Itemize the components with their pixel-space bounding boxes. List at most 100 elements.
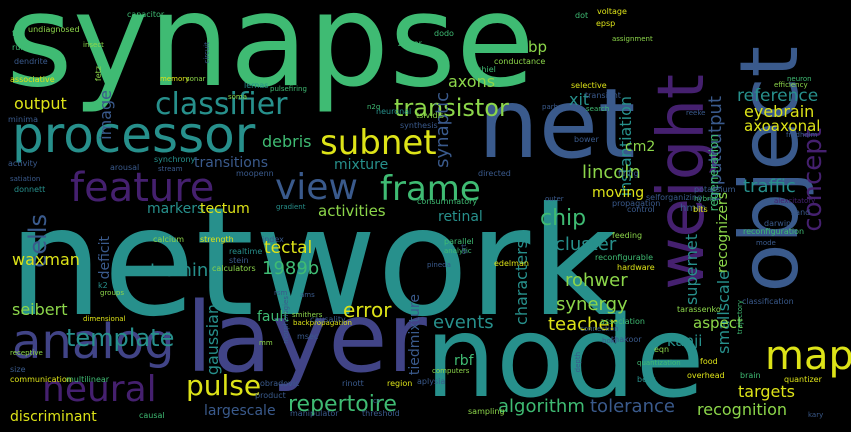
word: moving xyxy=(592,185,645,201)
word: synthesis xyxy=(400,121,438,130)
word: pulse xyxy=(186,369,262,402)
word: recognition xyxy=(697,400,788,419)
word: sonar xyxy=(186,75,206,83)
word: markers xyxy=(147,201,205,217)
word: backpropagation xyxy=(293,319,352,327)
word: ams xyxy=(300,291,315,299)
word: tsividis xyxy=(416,111,444,120)
word: causality xyxy=(310,315,346,324)
word: multilinear xyxy=(66,375,110,384)
word: edelman xyxy=(494,259,529,268)
word: cluster xyxy=(555,234,617,255)
word: rsm xyxy=(274,289,288,297)
word: fault xyxy=(257,309,289,325)
word: traffic xyxy=(743,176,796,197)
word: moopenn xyxy=(236,169,274,178)
word: alexcitatory xyxy=(774,197,816,205)
word: bower xyxy=(574,135,599,144)
word: output xyxy=(14,94,67,113)
word: quantization xyxy=(637,359,681,367)
word: insect xyxy=(83,41,104,49)
word: net xyxy=(478,68,636,180)
word: eqn xyxy=(654,345,670,354)
word: aspect xyxy=(693,314,743,332)
word: thakoor xyxy=(611,335,642,344)
word: circuit xyxy=(203,42,211,64)
word: calcium xyxy=(153,235,185,244)
word: parberry xyxy=(542,103,573,111)
word: synergy xyxy=(556,294,628,315)
word: potassium xyxy=(694,185,736,194)
word: size xyxy=(10,365,26,374)
word: causal xyxy=(139,411,165,420)
word: associative xyxy=(10,75,55,84)
word: rinott xyxy=(342,379,364,388)
word: smithers xyxy=(292,311,323,319)
word: algorithm xyxy=(498,396,585,417)
word: dot xyxy=(575,11,589,20)
word: axoaxonal xyxy=(744,117,821,135)
word: index xyxy=(262,235,284,244)
word: cm2 xyxy=(625,139,656,155)
word: synapse xyxy=(6,0,535,116)
word: conductance xyxy=(494,57,546,66)
word: trajectory xyxy=(736,300,744,335)
word: image xyxy=(96,90,115,140)
word: lernas xyxy=(244,81,269,90)
word: mixture xyxy=(334,157,389,173)
word: transitions xyxy=(194,155,268,171)
word: analytic xyxy=(444,247,472,255)
word: pineda xyxy=(427,261,451,269)
word: grt xyxy=(460,244,468,255)
word: donnett xyxy=(14,185,46,194)
word: seibert xyxy=(12,300,68,319)
word: fredholm xyxy=(786,131,818,139)
word: parallel xyxy=(444,237,474,246)
word: xit xyxy=(569,90,590,109)
word: calculators xyxy=(212,264,256,273)
word: chip xyxy=(540,206,587,231)
word: training xyxy=(150,260,220,281)
word: eyebrain xyxy=(744,102,815,121)
word: threshold xyxy=(362,409,400,418)
word: tiedmixture xyxy=(407,294,423,376)
word: gaussian xyxy=(203,304,222,376)
word: recognizers xyxy=(715,192,731,273)
word: debris xyxy=(262,132,312,151)
word: hmm xyxy=(680,203,706,214)
word: n2q xyxy=(367,103,381,111)
word: events xyxy=(433,312,494,333)
word: discriminant xyxy=(10,409,97,425)
word: feature xyxy=(70,165,215,211)
word: transistor xyxy=(394,94,509,122)
word: classification xyxy=(742,297,794,306)
word: lincoln xyxy=(582,162,641,183)
word: view xyxy=(275,167,358,208)
word: analog xyxy=(12,314,175,370)
word: supernet xyxy=(682,234,701,306)
word: dendrite xyxy=(14,57,48,66)
word: memory xyxy=(160,75,190,83)
word: food xyxy=(700,357,718,366)
word: cr xyxy=(373,397,380,405)
word: brain xyxy=(740,371,761,380)
word: reconfigurable xyxy=(595,253,653,262)
word: dodo xyxy=(434,29,454,38)
word: sampling xyxy=(468,407,505,416)
word: capacitor xyxy=(127,10,165,19)
word: activity xyxy=(8,159,38,168)
word: activities xyxy=(318,202,386,220)
word: retinal xyxy=(438,209,483,225)
word: k2 xyxy=(98,281,108,290)
word: kary xyxy=(808,411,824,419)
word: network xyxy=(8,176,618,350)
word: firing xyxy=(618,169,639,178)
word: mode xyxy=(756,239,776,247)
word: characters xyxy=(512,240,531,325)
word: association xyxy=(600,317,645,326)
word: assignment xyxy=(612,35,653,43)
word: selective xyxy=(571,81,607,90)
word: 1989b xyxy=(262,258,320,279)
word: depth xyxy=(574,352,582,373)
word: kanji xyxy=(667,332,703,350)
